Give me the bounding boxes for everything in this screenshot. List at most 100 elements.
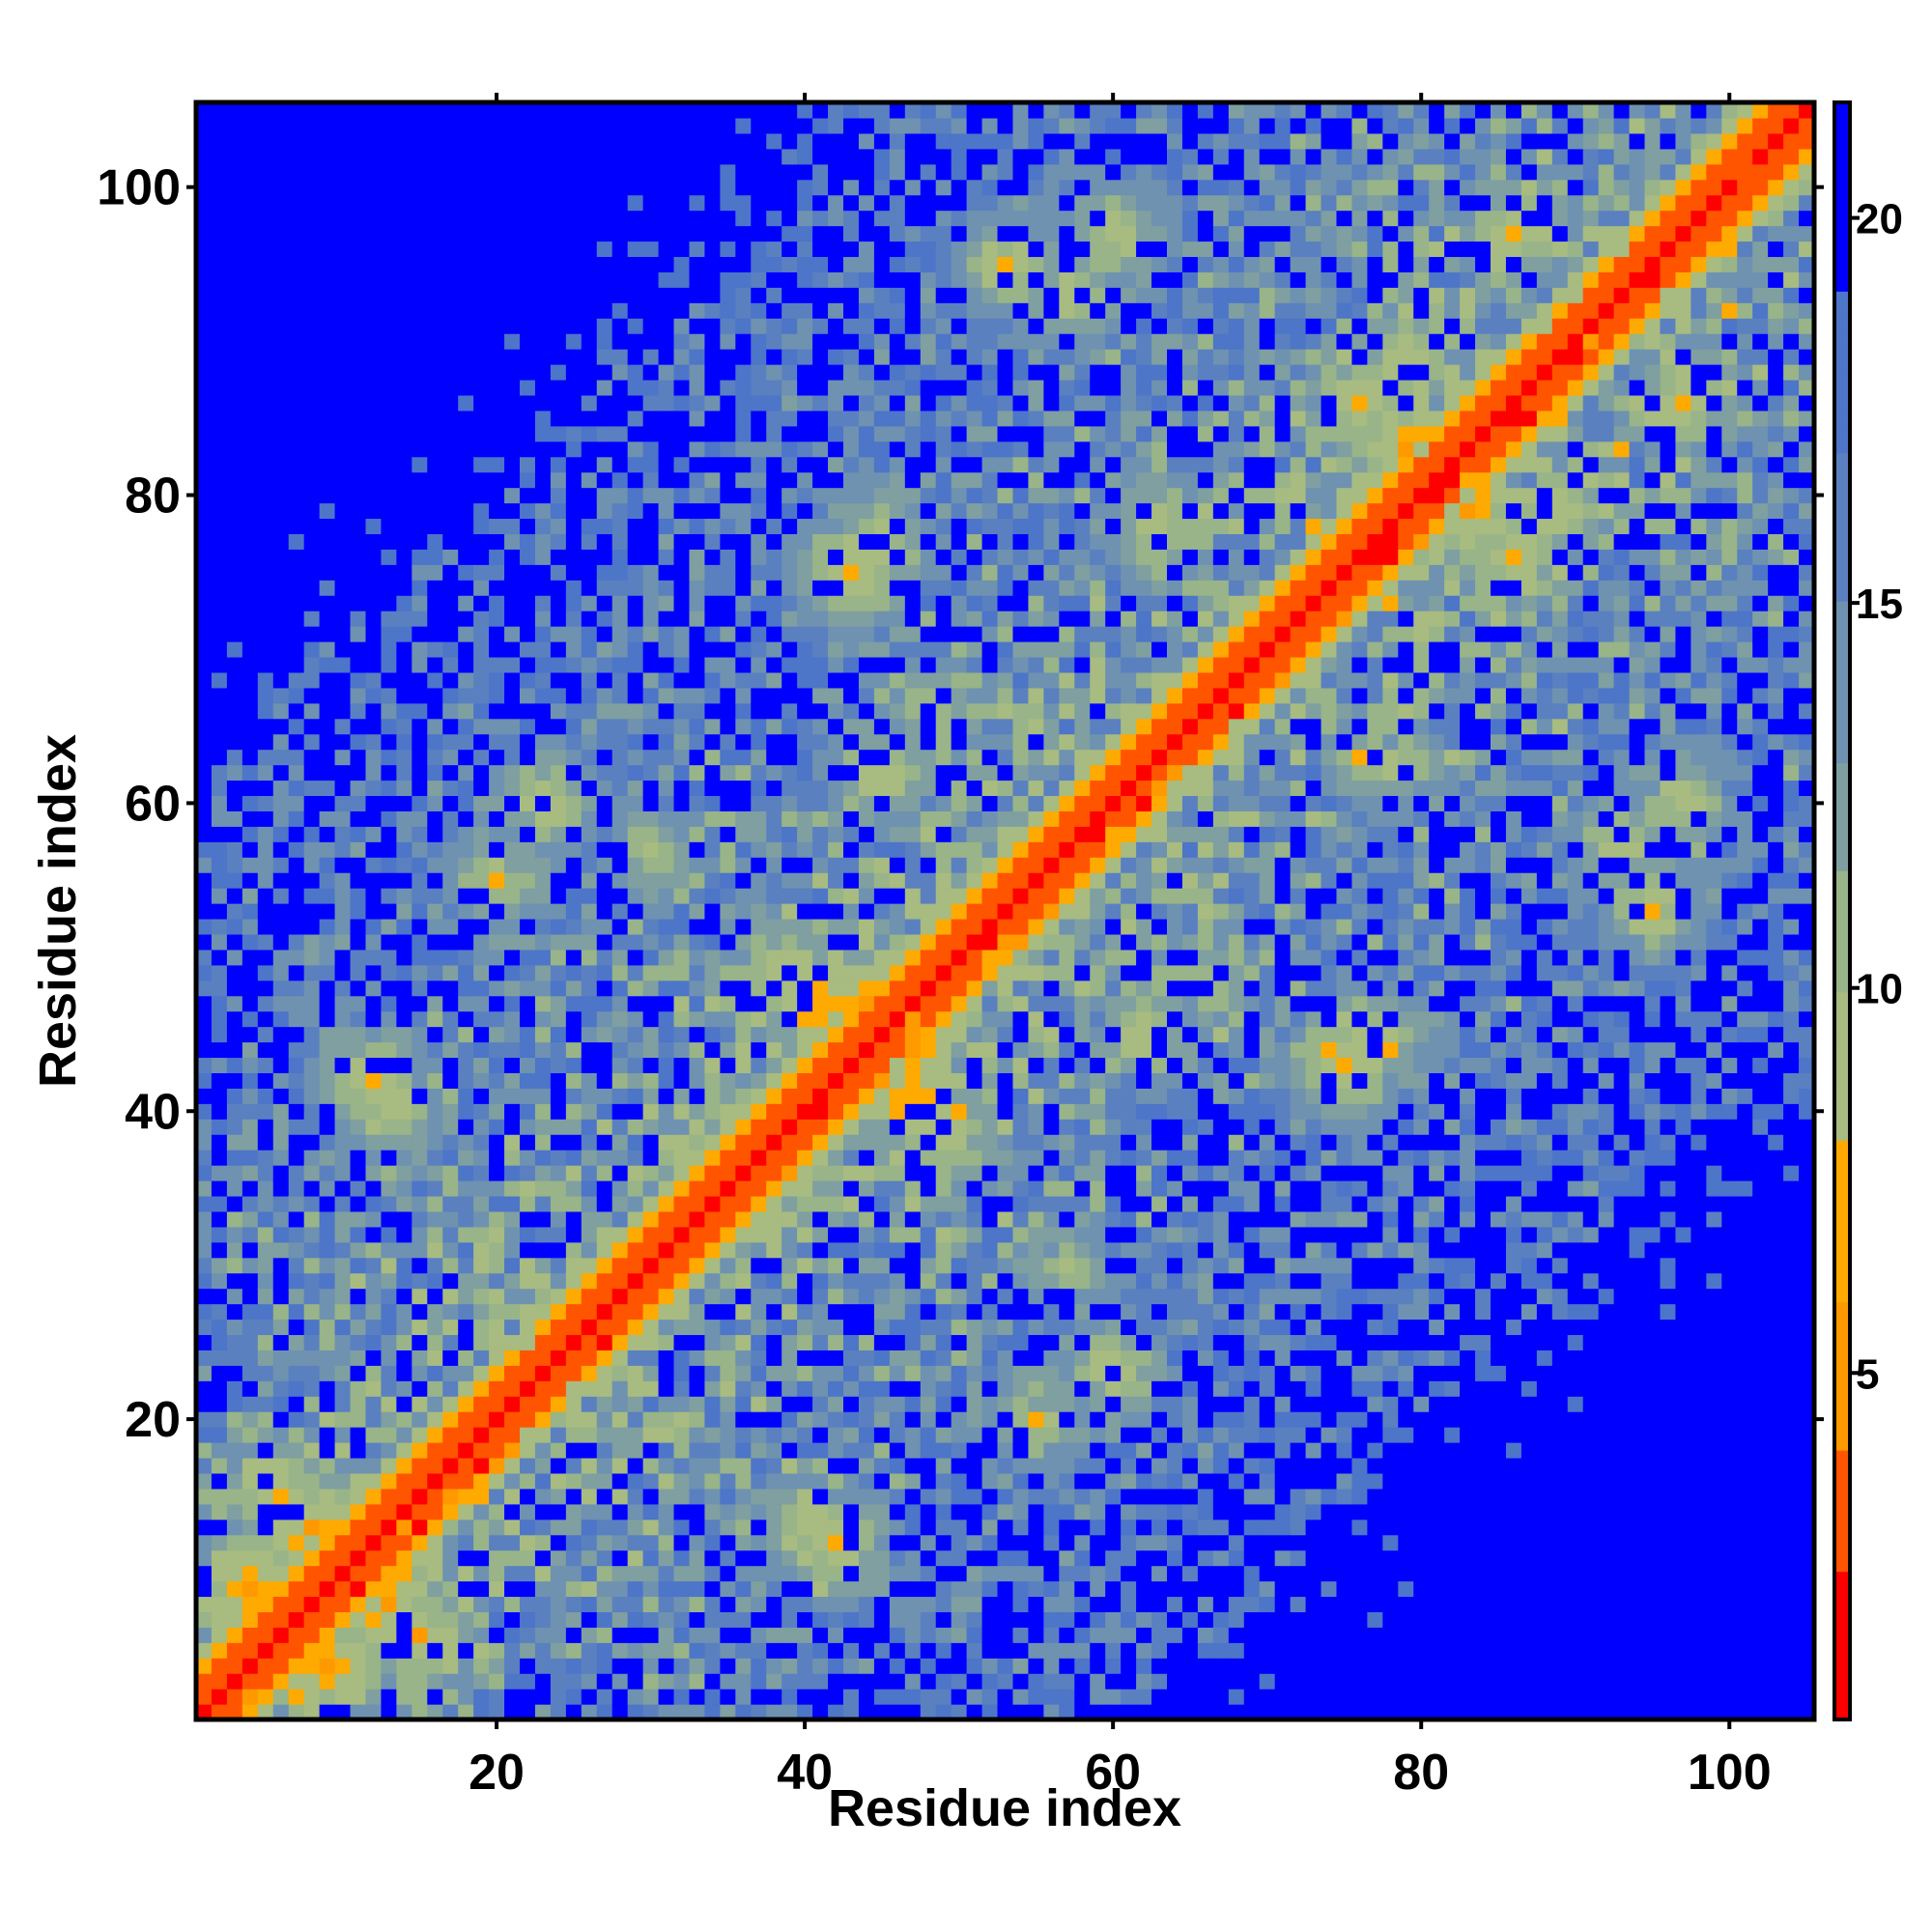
heatmap-cell bbox=[334, 1180, 352, 1197]
heatmap-cell bbox=[427, 1365, 443, 1381]
heatmap-cell bbox=[396, 1549, 412, 1567]
heatmap-cell bbox=[520, 1580, 536, 1598]
heatmap-cell bbox=[365, 980, 383, 997]
heatmap-cell bbox=[242, 1180, 259, 1197]
heatmap-cell bbox=[920, 1365, 937, 1381]
heatmap-cell bbox=[766, 1165, 782, 1181]
heatmap-cell bbox=[797, 1658, 813, 1674]
heatmap-cell bbox=[534, 148, 552, 165]
heatmap-cell bbox=[781, 1180, 798, 1197]
heatmap-cell bbox=[534, 1472, 552, 1490]
heatmap-cell bbox=[873, 564, 891, 581]
heatmap-cell bbox=[427, 1272, 443, 1290]
heatmap-cell bbox=[828, 1596, 844, 1612]
heatmap-cell bbox=[272, 1072, 290, 1089]
heatmap-cell bbox=[658, 1272, 675, 1290]
heatmap-cell bbox=[396, 379, 412, 396]
heatmap-cell bbox=[828, 318, 844, 334]
heatmap-cell bbox=[196, 364, 213, 381]
heatmap-cell bbox=[565, 933, 582, 951]
heatmap-cell bbox=[365, 857, 383, 873]
heatmap-cell bbox=[350, 1350, 367, 1366]
heatmap-cell bbox=[828, 564, 844, 581]
heatmap-cell bbox=[534, 580, 552, 596]
heatmap-cell bbox=[534, 1457, 552, 1474]
heatmap-cell bbox=[396, 1673, 412, 1690]
heatmap-cell bbox=[781, 857, 798, 873]
heatmap-cell bbox=[781, 502, 798, 520]
heatmap-cell bbox=[442, 980, 459, 997]
heatmap-cell bbox=[334, 611, 352, 627]
heatmap-cell bbox=[458, 995, 474, 1012]
heatmap-cell bbox=[412, 318, 428, 334]
heatmap-cell bbox=[704, 502, 721, 520]
heatmap-cell bbox=[889, 1057, 906, 1073]
heatmap-cell bbox=[581, 1627, 598, 1643]
heatmap-cell bbox=[288, 841, 305, 858]
heatmap-cell bbox=[211, 179, 228, 196]
heatmap-cell bbox=[442, 1226, 459, 1243]
heatmap-cell bbox=[257, 1365, 274, 1381]
heatmap-cell bbox=[581, 995, 598, 1012]
heatmap-cell bbox=[797, 1195, 813, 1212]
heatmap-cell bbox=[889, 287, 906, 303]
heatmap-cell bbox=[812, 949, 829, 966]
heatmap-cell bbox=[489, 1088, 505, 1104]
heatmap-cell bbox=[889, 1319, 906, 1336]
heatmap-cell bbox=[720, 1642, 736, 1659]
heatmap-cell bbox=[858, 933, 875, 951]
heatmap-cell bbox=[658, 780, 675, 797]
heatmap-cell bbox=[704, 580, 721, 596]
heatmap-cell bbox=[596, 641, 613, 658]
heatmap-cell bbox=[319, 117, 336, 134]
heatmap-cell bbox=[458, 564, 474, 581]
heatmap-cell bbox=[196, 1165, 213, 1181]
heatmap-cell bbox=[751, 1350, 767, 1366]
heatmap-cell bbox=[196, 826, 213, 842]
heatmap-cell bbox=[873, 810, 891, 827]
heatmap-cell bbox=[565, 872, 582, 889]
heatmap-cell bbox=[627, 1088, 644, 1104]
heatmap-cell bbox=[396, 440, 412, 458]
heatmap-cell bbox=[381, 425, 397, 442]
heatmap-cell bbox=[211, 733, 228, 751]
heatmap-cell bbox=[303, 764, 321, 781]
heatmap-cell bbox=[489, 749, 505, 766]
heatmap-cell bbox=[473, 611, 490, 627]
heatmap-cell bbox=[412, 117, 428, 134]
heatmap-cell bbox=[534, 1303, 552, 1321]
heatmap-cell bbox=[689, 471, 706, 489]
heatmap-cell bbox=[581, 179, 598, 196]
heatmap-cell bbox=[427, 1150, 443, 1166]
heatmap-cell bbox=[581, 964, 598, 981]
heatmap-cell bbox=[196, 241, 213, 258]
heatmap-cell bbox=[642, 1334, 660, 1350]
heatmap-cell bbox=[704, 1334, 721, 1350]
heatmap-cell bbox=[720, 1488, 736, 1505]
heatmap-cell bbox=[504, 1350, 521, 1366]
heatmap-cell bbox=[303, 1334, 321, 1350]
heatmap-cell bbox=[458, 1673, 474, 1690]
heatmap-cell bbox=[534, 333, 552, 350]
heatmap-cell bbox=[658, 1103, 675, 1120]
heatmap-cell bbox=[442, 1319, 459, 1336]
heatmap-cell bbox=[242, 440, 259, 458]
heatmap-cell bbox=[797, 749, 813, 766]
heatmap-cell bbox=[889, 1010, 906, 1028]
heatmap-cell bbox=[858, 564, 875, 581]
heatmap-cell bbox=[735, 1257, 752, 1274]
heatmap-cell bbox=[581, 1334, 598, 1350]
heatmap-cell bbox=[611, 671, 629, 689]
heatmap-cell bbox=[720, 1088, 736, 1104]
heatmap-cell bbox=[334, 1380, 352, 1397]
heatmap-cell bbox=[873, 1704, 891, 1720]
heatmap-cell bbox=[381, 1088, 397, 1104]
heatmap-cell bbox=[550, 333, 567, 350]
heatmap-cell bbox=[611, 918, 629, 935]
heatmap-cell bbox=[658, 810, 675, 827]
heatmap-cell bbox=[889, 1334, 906, 1350]
heatmap-cell bbox=[319, 1041, 336, 1059]
heatmap-cell bbox=[904, 487, 922, 504]
heatmap-cell bbox=[334, 194, 352, 212]
heatmap-cell bbox=[396, 733, 412, 751]
